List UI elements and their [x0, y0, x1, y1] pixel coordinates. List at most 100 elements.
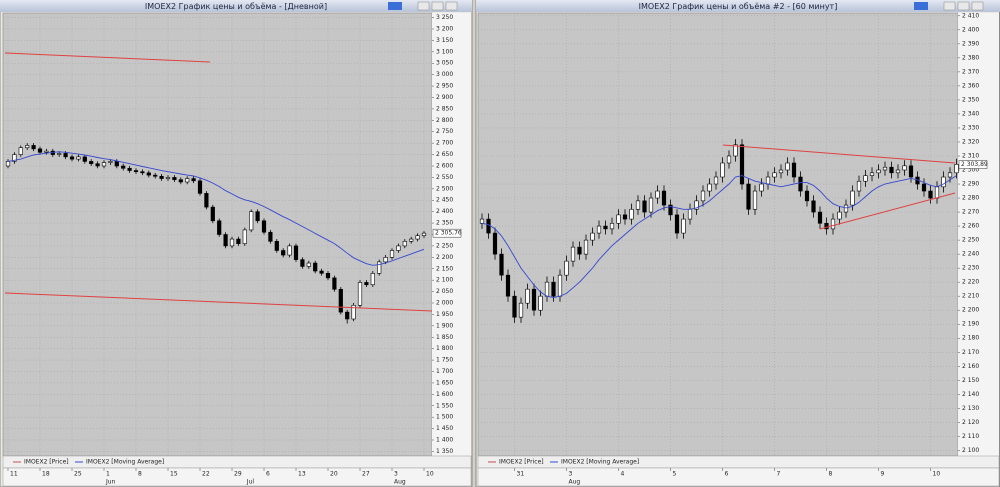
y-tick-label: 2 300	[962, 167, 979, 174]
candle-body	[210, 206, 215, 222]
x-tick-label: 4	[621, 471, 625, 478]
y-tick-label: 2 410	[962, 12, 979, 19]
candle-body	[287, 245, 292, 256]
candle-body	[133, 170, 139, 173]
candle-body	[396, 245, 401, 251]
x-tick-label: 8	[138, 471, 142, 478]
candle-body	[934, 186, 940, 199]
candle-body	[921, 183, 927, 192]
x-tick-label: 10	[426, 471, 434, 478]
candle-body	[197, 180, 203, 194]
candle-body	[499, 253, 504, 276]
window-title: IMOEX2 График цены и объёма - [Дневной]	[145, 2, 327, 11]
candle-body	[325, 273, 331, 279]
y-tick-label: 1 750	[436, 357, 453, 364]
candle-body	[165, 177, 171, 179]
x-tick-label: 25	[74, 471, 82, 478]
window-title: IMOEX2 График цены и объёма #2 - [60 мин…	[639, 2, 838, 11]
candle-body	[531, 288, 537, 311]
candle-body	[204, 193, 209, 208]
candle-body	[674, 214, 680, 234]
candle-body	[811, 200, 816, 213]
candle-body	[364, 282, 369, 286]
candle-body	[616, 214, 621, 224]
y-tick-label: 2 650	[436, 151, 453, 158]
y-tick-label: 2 700	[436, 140, 453, 147]
candle-body	[843, 204, 849, 213]
candle-body	[720, 162, 725, 178]
candle-body	[44, 150, 49, 153]
y-tick-label: 1 700	[436, 368, 453, 375]
y-tick-label: 2 170	[962, 349, 979, 356]
candle-body	[313, 262, 318, 272]
time-axis	[2, 467, 472, 487]
y-tick-label: 2 140	[962, 391, 979, 398]
moving-average	[7, 151, 425, 266]
y-tick-label: 2 380	[962, 54, 979, 61]
candle-body	[785, 162, 790, 171]
candle-body	[505, 274, 511, 297]
candle-body	[108, 161, 113, 163]
minimize-button[interactable]	[943, 1, 956, 11]
last-price-box	[958, 160, 988, 169]
candle-body	[409, 238, 414, 242]
candle-body	[908, 165, 914, 178]
candle-body	[332, 277, 337, 290]
y-tick-label: 2 200	[436, 254, 453, 261]
title-bar	[0, 0, 472, 12]
x-tick-label: 31	[517, 471, 525, 478]
y-tick-label: 2 390	[962, 40, 979, 47]
trend-lines	[4, 52, 956, 312]
candle-body	[191, 178, 196, 182]
candle-body	[31, 145, 36, 150]
pin-button[interactable]	[914, 2, 928, 10]
candle-body	[778, 169, 784, 174]
y-tick-label: 2 550	[436, 174, 453, 181]
close-button[interactable]	[445, 1, 458, 11]
x-tick-label: 8	[829, 471, 833, 478]
candle-body	[127, 167, 132, 171]
x-tick-label: 6	[266, 471, 270, 478]
candle-body	[856, 180, 862, 192]
y-tick-label: 2 950	[436, 83, 453, 90]
candle-body	[876, 169, 881, 174]
candle-body	[837, 211, 842, 220]
y-tick-label: 2 120	[962, 419, 979, 426]
candle-body	[101, 162, 107, 167]
candle-body	[694, 200, 699, 210]
candle-body	[274, 241, 279, 251]
y-tick-label: 2 150	[962, 377, 979, 384]
last-price-label: 2 303,89	[961, 161, 988, 168]
y-tick-label: 2 250	[962, 237, 979, 244]
moving-average	[481, 175, 957, 299]
trend-line	[819, 192, 956, 230]
y-tick-label: 1 600	[436, 391, 453, 398]
pin-button[interactable]	[388, 2, 402, 10]
y-tick-label: 2 400	[436, 208, 453, 215]
y-tick-label: 1 800	[436, 345, 453, 352]
candle-body	[583, 239, 589, 255]
maximize-button[interactable]	[957, 1, 970, 11]
y-tick-label: 2 280	[962, 195, 979, 202]
candle-body	[351, 304, 356, 320]
candle-body	[223, 234, 228, 247]
candle-body	[281, 250, 286, 256]
candle-body	[713, 176, 719, 185]
candle-body	[421, 232, 427, 236]
candle-body	[557, 274, 563, 297]
candle-body	[57, 153, 62, 155]
y-tick-label: 2 450	[436, 197, 453, 204]
x-tick-label: 7	[777, 471, 781, 478]
x-tick-label: 10	[933, 471, 941, 478]
candle-body	[345, 311, 350, 320]
candle-body	[25, 145, 30, 149]
candle-body	[357, 282, 363, 306]
y-tick-label: 2 290	[962, 181, 979, 188]
candle-body	[178, 179, 183, 183]
y-tick-label: 1 650	[436, 379, 453, 386]
minimize-button[interactable]	[417, 1, 430, 11]
y-tick-label: 2 130	[962, 405, 979, 412]
close-button[interactable]	[971, 1, 984, 11]
maximize-button[interactable]	[431, 1, 444, 11]
